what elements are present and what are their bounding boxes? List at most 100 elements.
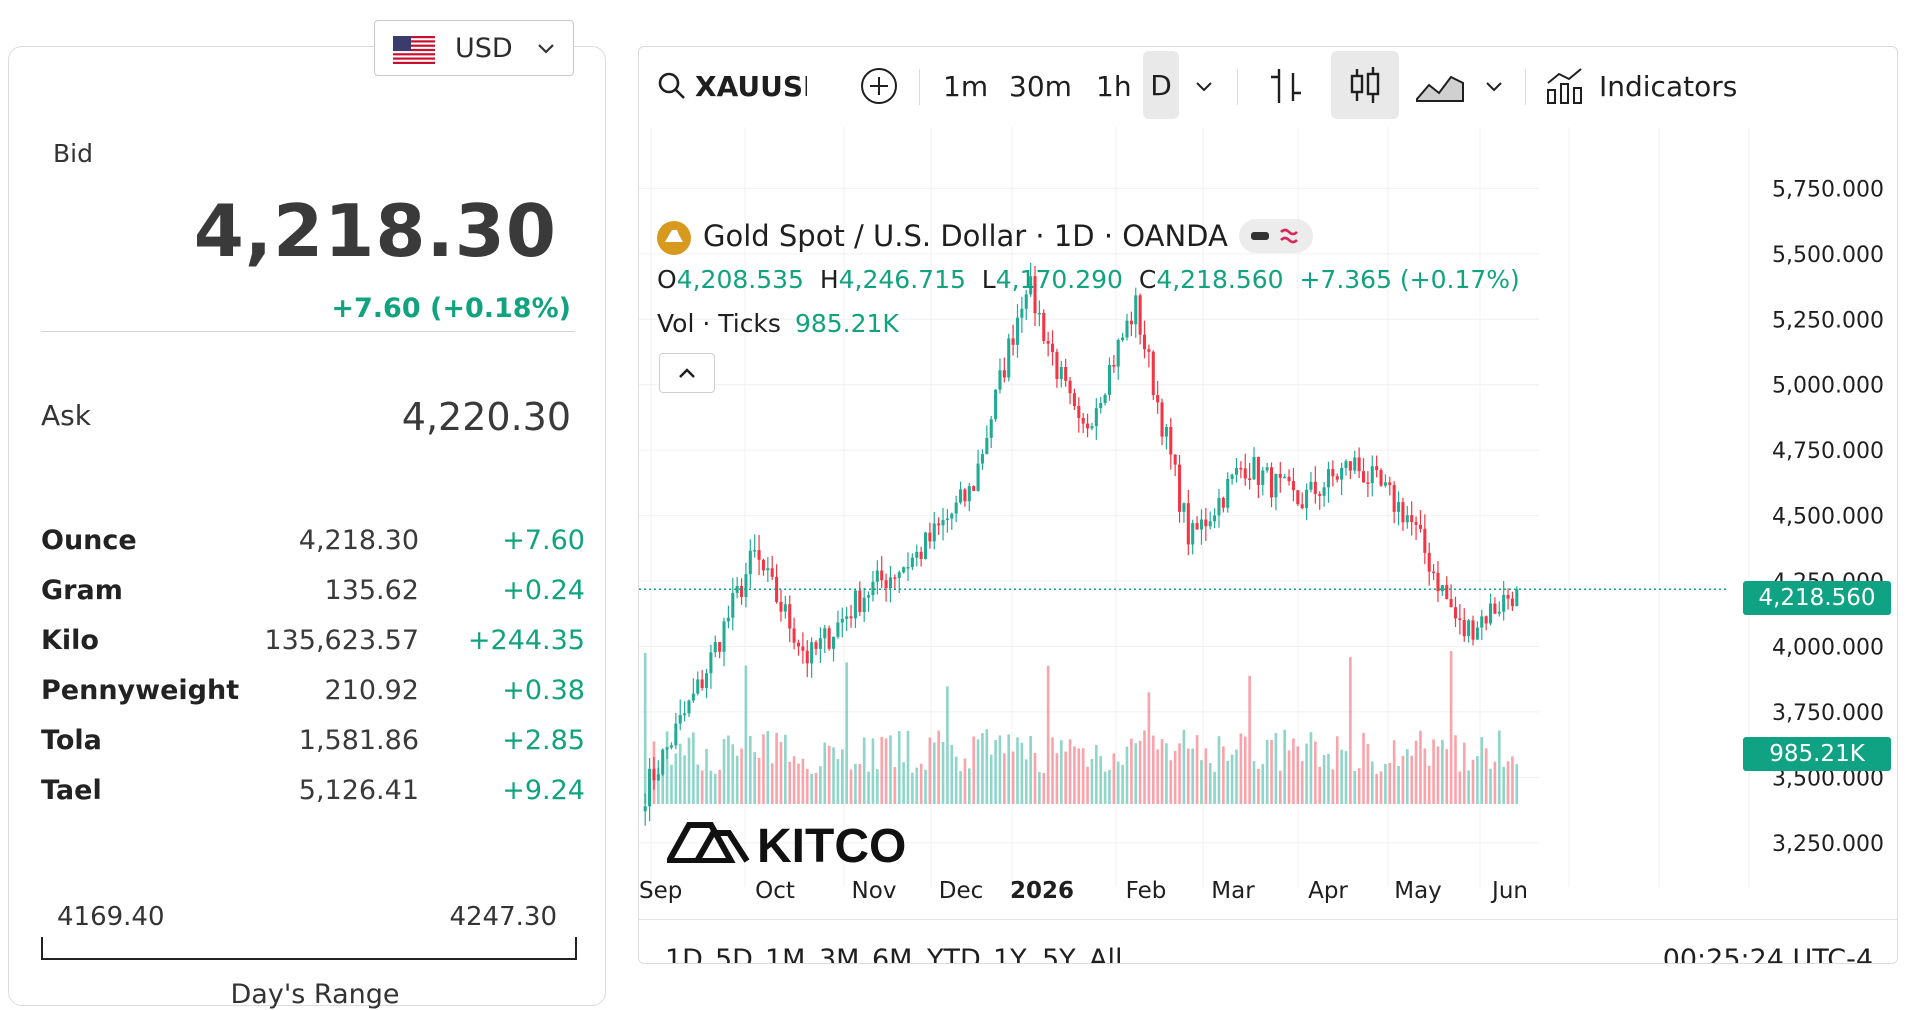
interval-1h[interactable]: 1h: [1096, 69, 1132, 103]
volume-bar: [1349, 657, 1352, 804]
interval-30m[interactable]: 30m: [1009, 69, 1072, 103]
volume-bar: [788, 761, 792, 804]
volume-bar: [1226, 760, 1230, 804]
candle-style-button[interactable]: [1331, 51, 1399, 119]
x-axis-tick-label: Sep: [639, 878, 682, 904]
unit-price-table: Ounce 4,218.30 +7.60 Gram 135.62 +0.24 K…: [41, 517, 585, 817]
unit-row-kilo: Kilo 135,623.57 +244.35: [41, 617, 585, 667]
settings-icon[interactable]: [1831, 963, 1861, 964]
range-3m[interactable]: 3M: [819, 944, 860, 964]
candle-body: [840, 618, 844, 623]
volume-bar: [718, 769, 721, 804]
candle-body: [1142, 334, 1147, 350]
candle-body: [652, 768, 656, 781]
y-axis-tick-label: 3,750.000: [1772, 701, 1884, 726]
ohlc-values: O4,208.535 H4,246.715 L4,170.290 C4,218.…: [657, 265, 1520, 294]
y-axis-tick-label: 3,250.000: [1772, 832, 1884, 857]
area-chart-style-icon[interactable]: [1415, 63, 1465, 109]
volume-bar: [1024, 759, 1028, 804]
y-axis-tick-label: 5,750.000: [1772, 177, 1884, 202]
volume-bar: [1042, 772, 1046, 804]
volume-bar: [1502, 766, 1505, 804]
candle-body: [661, 749, 665, 775]
candle-body: [1445, 585, 1449, 599]
currency-select[interactable]: USD: [374, 20, 574, 76]
volume-bar: [840, 749, 844, 804]
unit-price: 210.92: [324, 675, 419, 706]
add-symbol-icon[interactable]: [857, 63, 901, 109]
volume-bar: [1125, 746, 1129, 804]
candle-body: [1261, 470, 1265, 485]
volume-bar: [1489, 768, 1492, 804]
candle-body: [1248, 478, 1252, 481]
candle-body: [1510, 598, 1514, 607]
chart-style-dropdown-icon[interactable]: [1481, 63, 1507, 109]
volume-bar: [1213, 771, 1216, 804]
legend-toggle[interactable]: [1239, 219, 1313, 253]
range-5d[interactable]: 5D: [715, 944, 753, 964]
volume-bar: [919, 763, 923, 804]
volume-bar: [950, 744, 954, 804]
candle-body: [788, 604, 792, 629]
kitco-logo-mark: [663, 822, 750, 864]
y-axis-tick-label: 5,250.000: [1772, 308, 1884, 333]
candle-body: [980, 454, 984, 464]
volume-bar: [792, 756, 796, 804]
candle-body: [1305, 489, 1309, 509]
x-axis-tick-label: Mar: [1211, 878, 1255, 904]
volume-bar: [906, 730, 910, 804]
candle-body: [1379, 470, 1383, 486]
volume-bar: [1151, 735, 1155, 804]
day-range-label: Day's Range: [230, 979, 400, 1010]
unit-row-tael: Tael 5,126.41 +9.24: [41, 767, 585, 817]
candle-body: [1125, 320, 1129, 338]
candle-body: [1291, 481, 1295, 491]
interval-dropdown-icon[interactable]: [1191, 63, 1217, 109]
volume-bar: [810, 773, 813, 804]
candle-body: [875, 570, 879, 582]
volume-bar: [1441, 739, 1444, 804]
range-1y[interactable]: 1Y: [993, 944, 1027, 964]
candle-body: [1033, 276, 1037, 314]
volume-bar: [1278, 770, 1282, 804]
volume-bar: [1178, 743, 1181, 804]
candle-body: [1204, 519, 1208, 527]
candle-body: [674, 723, 678, 746]
range-5y[interactable]: 5Y: [1042, 944, 1076, 964]
volume-bar: [1182, 729, 1186, 804]
volume-bar: [1305, 743, 1308, 804]
candle-body: [1471, 620, 1475, 640]
volume-bar: [1016, 737, 1019, 804]
range-ytd[interactable]: YTD: [927, 944, 981, 964]
indicators-button[interactable]: Indicators: [1545, 63, 1737, 109]
volume-bar: [1296, 746, 1300, 804]
interval-1m[interactable]: 1m: [943, 69, 989, 103]
collapse-legend-button[interactable]: [659, 353, 715, 393]
volume-bar: [1138, 740, 1142, 804]
volume-bar: [1112, 753, 1116, 804]
volume-bar: [862, 737, 866, 804]
symbol-search[interactable]: XAUUSD: [657, 63, 843, 109]
candle-body: [818, 638, 822, 649]
volume-bar: [1160, 739, 1164, 804]
volume-bar: [1230, 754, 1234, 804]
candle-body: [1173, 454, 1177, 465]
candle-body: [858, 590, 862, 613]
volume-bar: [1029, 735, 1032, 804]
range-all[interactable]: All: [1089, 944, 1123, 964]
bar-chart-style-icon[interactable]: [1267, 63, 1307, 109]
range-1m[interactable]: 1M: [765, 944, 806, 964]
price-chart[interactable]: 3,250.0003,500.0003,750.0004,000.0004,25…: [639, 127, 1898, 917]
range-1d[interactable]: 1D: [665, 944, 703, 964]
volume-bar: [1331, 769, 1335, 804]
volume-bar: [1186, 748, 1190, 804]
volume-bar: [1462, 742, 1466, 804]
chart-area[interactable]: 3,250.0003,500.0003,750.0004,000.0004,25…: [639, 127, 1897, 904]
volume-bar: [1134, 743, 1138, 804]
chevron-down-icon: [538, 44, 554, 54]
volume-bar: [1059, 740, 1063, 804]
volume-bar: [1318, 766, 1322, 804]
interval-d[interactable]: D: [1143, 51, 1179, 119]
range-6m[interactable]: 6M: [872, 944, 913, 964]
candle-body: [713, 642, 717, 653]
